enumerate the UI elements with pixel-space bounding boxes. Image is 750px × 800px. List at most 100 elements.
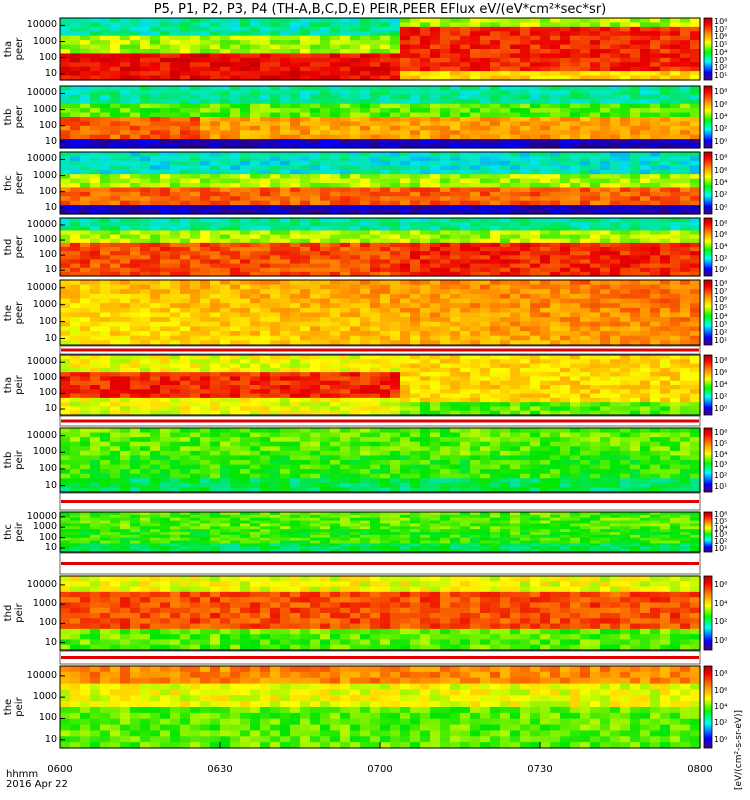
colorbar-tick-label: 10² <box>714 63 728 73</box>
colorbar-tick-label: 10² <box>714 537 728 546</box>
colorbar-tick-label: 10⁶ <box>714 165 728 175</box>
colorbar <box>703 17 713 81</box>
y-tick-label: 10000 <box>26 429 57 441</box>
panel-ylabel: thb peer <box>3 105 25 129</box>
y-tick-label: 10 <box>44 636 57 648</box>
colorbar-tick-label: 10⁶ <box>714 368 728 377</box>
panel-ylabel: tha peer <box>3 37 25 61</box>
gap-stripe <box>61 348 699 352</box>
y-tick-label: 10 <box>44 733 57 745</box>
panel-the-peer <box>60 280 701 346</box>
colorbar-tick-label: 10⁶ <box>714 230 728 240</box>
panel-ylabel: thc peer <box>3 171 25 195</box>
colorbar-tick-label: 10⁴ <box>714 112 728 121</box>
colorbar-tick-label: 10⁵ <box>714 40 728 50</box>
y-tick-label: 10000 <box>26 578 57 590</box>
colorbar-tick-label: 10³ <box>714 55 728 65</box>
panel-ylabel: thd peir <box>3 603 25 623</box>
y-tick-label: 1000 <box>32 234 57 246</box>
y-tick-label: 10000 <box>26 153 57 165</box>
colorbar <box>703 217 713 277</box>
panel-ylabel: the peer <box>3 301 25 324</box>
colorbar-tick-label: 10⁶ <box>714 428 728 438</box>
x-tick-label: 0800 <box>687 764 713 775</box>
colorbar-tick-label: 10⁵ <box>714 517 728 526</box>
panel-frame <box>59 217 701 277</box>
colorbar-tick-label: 10² <box>714 124 728 134</box>
colorbar <box>703 279 713 346</box>
chart-title: P5, P1, P2, P3, P4 (TH-A,B,C,D,E) PEIR,P… <box>153 2 607 17</box>
y-tick-label: 1000 <box>32 35 57 47</box>
y-tick-label: 100 <box>38 119 57 131</box>
panel-thb-peir <box>60 428 701 493</box>
colorbar-tick-label: 10⁴ <box>714 702 728 711</box>
colorbar-tick-label: 10⁸ <box>714 279 728 289</box>
y-tick-label: 10000 <box>26 218 57 230</box>
panel-ylabel: thc peir <box>3 522 25 542</box>
colorbar-tick-label: 10⁸ <box>714 153 728 163</box>
colorbar-tick-label: 10⁶ <box>714 295 728 305</box>
colorbar-tick-label: 10⁶ <box>714 580 728 590</box>
x-label-bottom: 2016 Apr 22 <box>6 779 68 790</box>
panel-thd-peer <box>60 218 701 277</box>
panel-the-peir <box>60 666 701 749</box>
colorbar-tick-label: 10⁵ <box>714 303 728 313</box>
panel-frame <box>59 575 701 651</box>
colorbar-tick-label: 10⁰ <box>714 635 728 645</box>
panel-tha-peer <box>60 18 701 81</box>
panel-frame <box>59 279 701 346</box>
x-tick-label: 0630 <box>207 764 233 775</box>
colorbar-tick-label: 10⁴ <box>714 47 728 57</box>
y-tick-label: 100 <box>38 249 57 261</box>
colorbar <box>703 151 713 215</box>
colorbar-tick-label: 10² <box>714 253 728 263</box>
colorbar-tick-label: 10⁸ <box>714 218 728 228</box>
y-tick-label: 1000 <box>32 103 57 115</box>
colorbar-tick-label: 10⁴ <box>714 523 728 533</box>
panel-ylabel: the peir <box>3 697 25 717</box>
colorbar-tick-label: 10² <box>714 190 728 200</box>
colorbar-tick-label: 10³ <box>714 319 728 329</box>
colorbar-tick-label: 10⁴ <box>714 178 728 187</box>
colorbar-tick-label: 10⁶ <box>714 32 728 42</box>
y-tick-label: 100 <box>38 185 57 197</box>
colorbar-tick-label: 10⁸ <box>714 356 728 365</box>
colorbar-tick-label: 10⁰ <box>714 202 728 212</box>
y-tick-label: 10 <box>44 264 57 276</box>
x-tick-label: 0700 <box>367 764 393 775</box>
y-tick-label: 10000 <box>26 510 57 522</box>
x-tick-label: 0600 <box>47 764 73 775</box>
colorbar-tick-label: 10⁴ <box>714 449 728 459</box>
colorbar-tick-label: 10⁷ <box>714 287 728 297</box>
colorbar-tick-label: 10⁰ <box>714 136 728 146</box>
colorbar-tick-label: 10⁸ <box>714 87 728 97</box>
y-tick-label: 10 <box>44 332 57 344</box>
y-tick-label: 100 <box>38 315 57 327</box>
y-tick-label: 1000 <box>32 371 57 383</box>
colorbar-tick-label: 10⁴ <box>714 380 728 389</box>
colorbar-tick-label: 10⁶ <box>714 99 728 109</box>
colorbar-tick-label: 10⁸ <box>714 669 728 679</box>
colorbar-tick-label: 10⁴ <box>714 311 728 321</box>
colorbar-tick-label: 10² <box>714 327 728 337</box>
colorbar-tick-label: 10² <box>714 392 728 401</box>
y-tick-label: 10 <box>44 479 57 491</box>
colorbar-tick-label: 10⁰ <box>714 265 728 275</box>
y-tick-label: 10000 <box>26 281 57 293</box>
panel-frame <box>59 151 701 215</box>
colorbar <box>703 427 713 493</box>
y-tick-label: 1000 <box>32 169 57 181</box>
colorbar-tick-label: 10⁰ <box>714 734 728 744</box>
colorbar-tick-label: 10⁶ <box>714 510 728 520</box>
panel-frame <box>59 511 701 553</box>
colorbar-tick-label: 10⁰ <box>714 404 728 413</box>
x-label-top: hhmm <box>6 769 39 780</box>
x-tick-label: 0730 <box>527 764 553 775</box>
colorbar-tick-label: 10² <box>714 718 728 728</box>
gap-stripe <box>61 656 699 659</box>
colorbar-tick-label: 10⁵ <box>714 439 728 448</box>
y-tick-label: 10000 <box>26 19 57 31</box>
y-tick-label: 10000 <box>26 669 57 681</box>
